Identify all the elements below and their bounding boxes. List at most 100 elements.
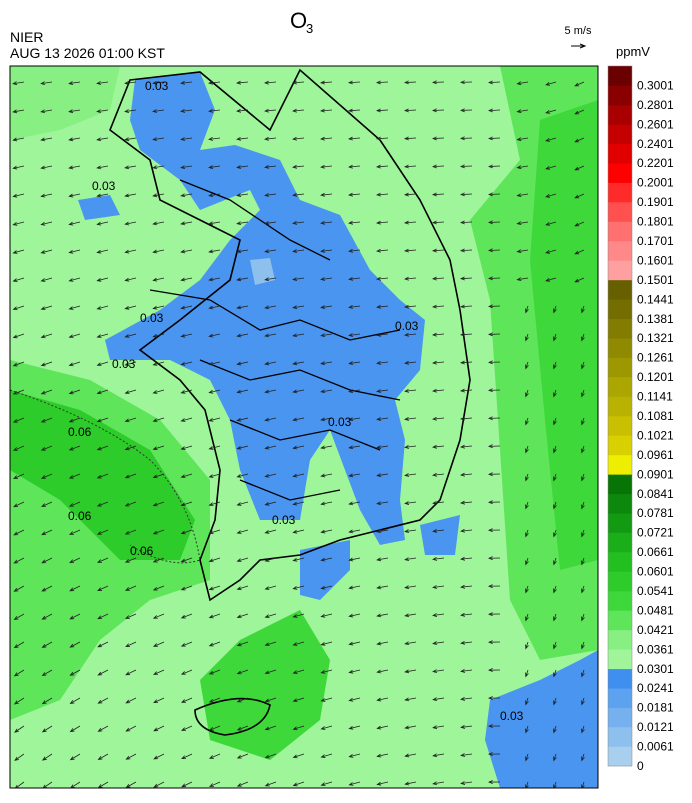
wind-arrow xyxy=(404,781,417,786)
wind-arrow xyxy=(431,192,445,197)
wind-arrow xyxy=(292,641,305,646)
wind-arrow xyxy=(236,445,249,450)
wind-arrow xyxy=(180,249,193,254)
wind-arrow xyxy=(292,192,305,197)
wind-arrow xyxy=(14,753,25,761)
wind-arrow xyxy=(553,585,557,594)
wind-arrow xyxy=(516,81,529,86)
wind-arrow xyxy=(96,81,109,85)
wind-arrow xyxy=(152,529,165,535)
colorbar-label: 0.2601 xyxy=(637,117,674,131)
wind-arrow xyxy=(348,669,361,674)
wind-arrow xyxy=(574,221,585,227)
wind-arrow xyxy=(124,445,137,451)
wind-arrow xyxy=(581,557,585,566)
wind-arrow xyxy=(404,529,417,533)
colorbar-label: 0.1381 xyxy=(637,312,674,326)
wind-arrow xyxy=(525,473,529,482)
wind-arrow xyxy=(208,697,221,703)
wind-arrow xyxy=(376,669,389,674)
wind-arrow xyxy=(581,725,585,734)
wind-arrow xyxy=(13,585,25,592)
wind-arrow xyxy=(152,473,165,479)
wind-arrow xyxy=(180,277,193,282)
wind-arrow xyxy=(124,529,137,535)
wind-arrow xyxy=(403,80,417,85)
wind-arrow xyxy=(41,669,53,677)
wind-arrow xyxy=(376,276,389,281)
wind-scale-label: 5 m/s xyxy=(565,25,592,37)
wind-arrow xyxy=(581,501,585,510)
wind-arrow xyxy=(208,193,221,198)
wind-arrow xyxy=(68,109,81,114)
wind-arrow xyxy=(516,193,529,198)
wind-arrow xyxy=(432,416,445,421)
contour-label: 0.03 xyxy=(328,415,352,429)
wind-arrow xyxy=(488,108,501,113)
wind-arrow xyxy=(12,361,25,367)
wind-arrow xyxy=(96,305,109,310)
colorbar-label: 0.1201 xyxy=(637,370,674,384)
wind-arrow xyxy=(12,81,25,86)
wind-arrow xyxy=(460,360,473,365)
ozone-field xyxy=(300,540,350,600)
wind-arrow xyxy=(348,417,361,422)
wind-arrow xyxy=(553,473,557,482)
wind-arrow xyxy=(581,781,585,788)
wind-arrow xyxy=(460,500,473,505)
wind-arrow xyxy=(348,781,361,786)
colorbar-segment xyxy=(608,571,632,592)
wind-arrow xyxy=(40,277,53,282)
wind-arrow xyxy=(68,81,81,85)
colorbar-segment xyxy=(608,474,632,495)
wind-arrow xyxy=(460,472,473,477)
wind-arrow xyxy=(320,753,333,758)
wind-arrow xyxy=(376,585,389,590)
colorbar-segment xyxy=(608,377,632,397)
wind-arrow xyxy=(264,725,277,731)
contour-label: 0.03 xyxy=(112,357,136,371)
wind-arrow xyxy=(487,612,501,617)
wind-arrow xyxy=(96,333,109,338)
wind-arrow xyxy=(460,753,473,757)
wind-arrow xyxy=(553,753,557,762)
wind-arrow xyxy=(124,81,137,85)
wind-arrow xyxy=(264,361,277,366)
coastline xyxy=(109,68,471,602)
wind-arrow xyxy=(40,473,53,479)
wind-arrow xyxy=(236,557,249,562)
wind-arrow xyxy=(97,669,109,676)
colorbar-segment xyxy=(608,591,632,611)
colorbar-label: 0.0181 xyxy=(637,701,674,715)
wind-arrow xyxy=(96,361,109,367)
colorbar-segment xyxy=(608,668,632,689)
wind-arrow xyxy=(153,753,165,760)
wind-arrow xyxy=(124,109,137,113)
wind-arrow xyxy=(376,361,389,365)
wind-arrow xyxy=(236,473,249,478)
wind-arrow xyxy=(348,557,361,562)
wind-arrow xyxy=(545,81,557,86)
wind-arrow xyxy=(152,249,165,254)
wind-arrow xyxy=(376,781,389,786)
wind-arrow xyxy=(208,277,221,282)
wind-arrow xyxy=(12,221,25,226)
wind-arrow xyxy=(96,109,109,114)
wind-arrow xyxy=(40,109,53,114)
wind-arrow xyxy=(236,697,249,703)
wind-arrow xyxy=(68,137,81,142)
wind-arrow xyxy=(180,221,193,226)
wind-arrow xyxy=(125,669,137,676)
wind-arrow xyxy=(40,137,53,142)
wind-arrow xyxy=(236,277,249,282)
wind-arrow xyxy=(459,136,473,141)
wind-arrow xyxy=(264,193,277,197)
colorbar-segment xyxy=(608,279,632,300)
colorbar-segment xyxy=(608,552,632,572)
wind-arrow xyxy=(180,613,193,619)
wind-arrow xyxy=(208,501,221,506)
colorbar-segment xyxy=(608,357,632,378)
wind-arrow xyxy=(581,753,585,762)
wind-arrow xyxy=(264,417,277,422)
wind-arrow xyxy=(376,304,389,309)
